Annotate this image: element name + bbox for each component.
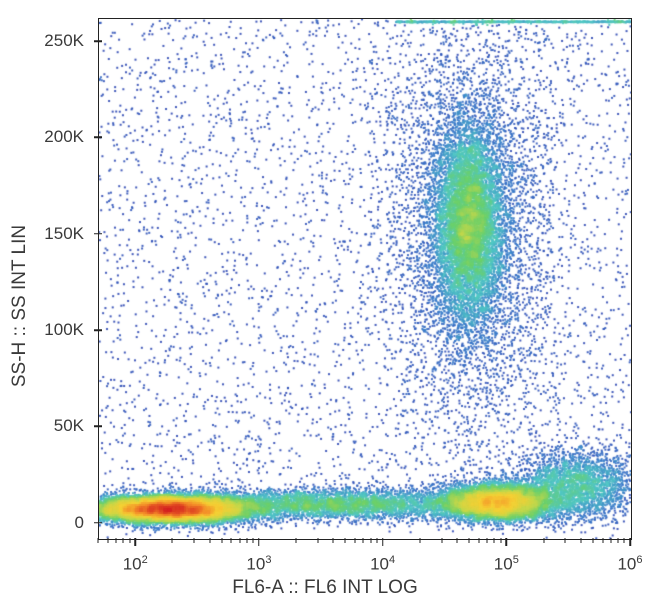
x-minor-tick (246, 538, 247, 543)
x-minor-tick (500, 538, 501, 543)
x-tick-mark (134, 538, 136, 546)
y-tick-label: 100K (44, 320, 94, 340)
flow-cytometry-chart: SS-H :: SS INT LIN 050K100K150K200K250K … (0, 0, 650, 611)
x-minor-tick (172, 538, 173, 543)
x-minor-tick (129, 538, 130, 543)
y-tick-mark (94, 426, 102, 428)
y-tick-mark (94, 329, 102, 331)
x-minor-tick (419, 538, 420, 543)
x-tick-mark (382, 538, 384, 546)
x-minor-tick (469, 538, 470, 543)
x-tick-mark (629, 538, 631, 546)
x-minor-tick (116, 538, 117, 543)
x-minor-tick (370, 538, 371, 543)
x-minor-tick (231, 538, 232, 543)
x-minor-tick (602, 538, 603, 543)
y-tick-label: 0 (75, 513, 94, 533)
plot-area (98, 18, 632, 540)
x-minor-tick (221, 538, 222, 543)
x-tick-label: 104 (370, 554, 395, 575)
x-minor-tick (239, 538, 240, 543)
density-canvas (99, 19, 631, 539)
x-minor-tick (345, 538, 346, 543)
y-tick-mark (94, 40, 102, 42)
x-tick-mark (506, 538, 508, 546)
x-minor-tick (580, 538, 581, 543)
x-tick-label: 105 (494, 554, 519, 575)
x-tick-label: 103 (246, 554, 271, 575)
x-minor-tick (355, 538, 356, 543)
y-tick-label: 150K (44, 224, 94, 244)
x-minor-tick (565, 538, 566, 543)
x-minor-tick (592, 538, 593, 543)
x-minor-tick (123, 538, 124, 543)
y-tick-label: 50K (54, 416, 94, 436)
x-minor-tick (543, 538, 544, 543)
x-minor-tick (478, 538, 479, 543)
x-minor-tick (624, 538, 625, 543)
y-axis-ticks: 0 50K 100K 150K 200K 250K (0, 18, 94, 538)
y-tick-mark (94, 233, 102, 235)
x-minor-tick (317, 538, 318, 543)
x-axis-label: FL6-A :: FL6 INT LOG (0, 577, 650, 599)
x-tick-label: 106 (617, 554, 642, 575)
x-minor-tick (253, 538, 254, 543)
y-tick-label: 250K (44, 31, 94, 51)
y-tick-mark (94, 137, 102, 139)
y-tick-label: 200K (44, 127, 94, 147)
x-minor-tick (363, 538, 364, 543)
x-tick-mark (258, 538, 260, 546)
x-minor-tick (296, 538, 297, 543)
x-minor-tick (610, 538, 611, 543)
x-minor-tick (209, 538, 210, 543)
y-tick-mark (94, 522, 102, 524)
x-minor-tick (194, 538, 195, 543)
x-minor-tick (98, 538, 99, 543)
x-minor-tick (618, 538, 619, 543)
x-minor-tick (441, 538, 442, 543)
x-minor-tick (487, 538, 488, 543)
x-tick-label: 102 (123, 554, 148, 575)
x-minor-tick (376, 538, 377, 543)
x-minor-tick (333, 538, 334, 543)
x-minor-tick (457, 538, 458, 543)
x-minor-tick (494, 538, 495, 543)
x-axis-ticks: 102103104105106 (98, 540, 630, 580)
x-minor-tick (107, 538, 108, 543)
